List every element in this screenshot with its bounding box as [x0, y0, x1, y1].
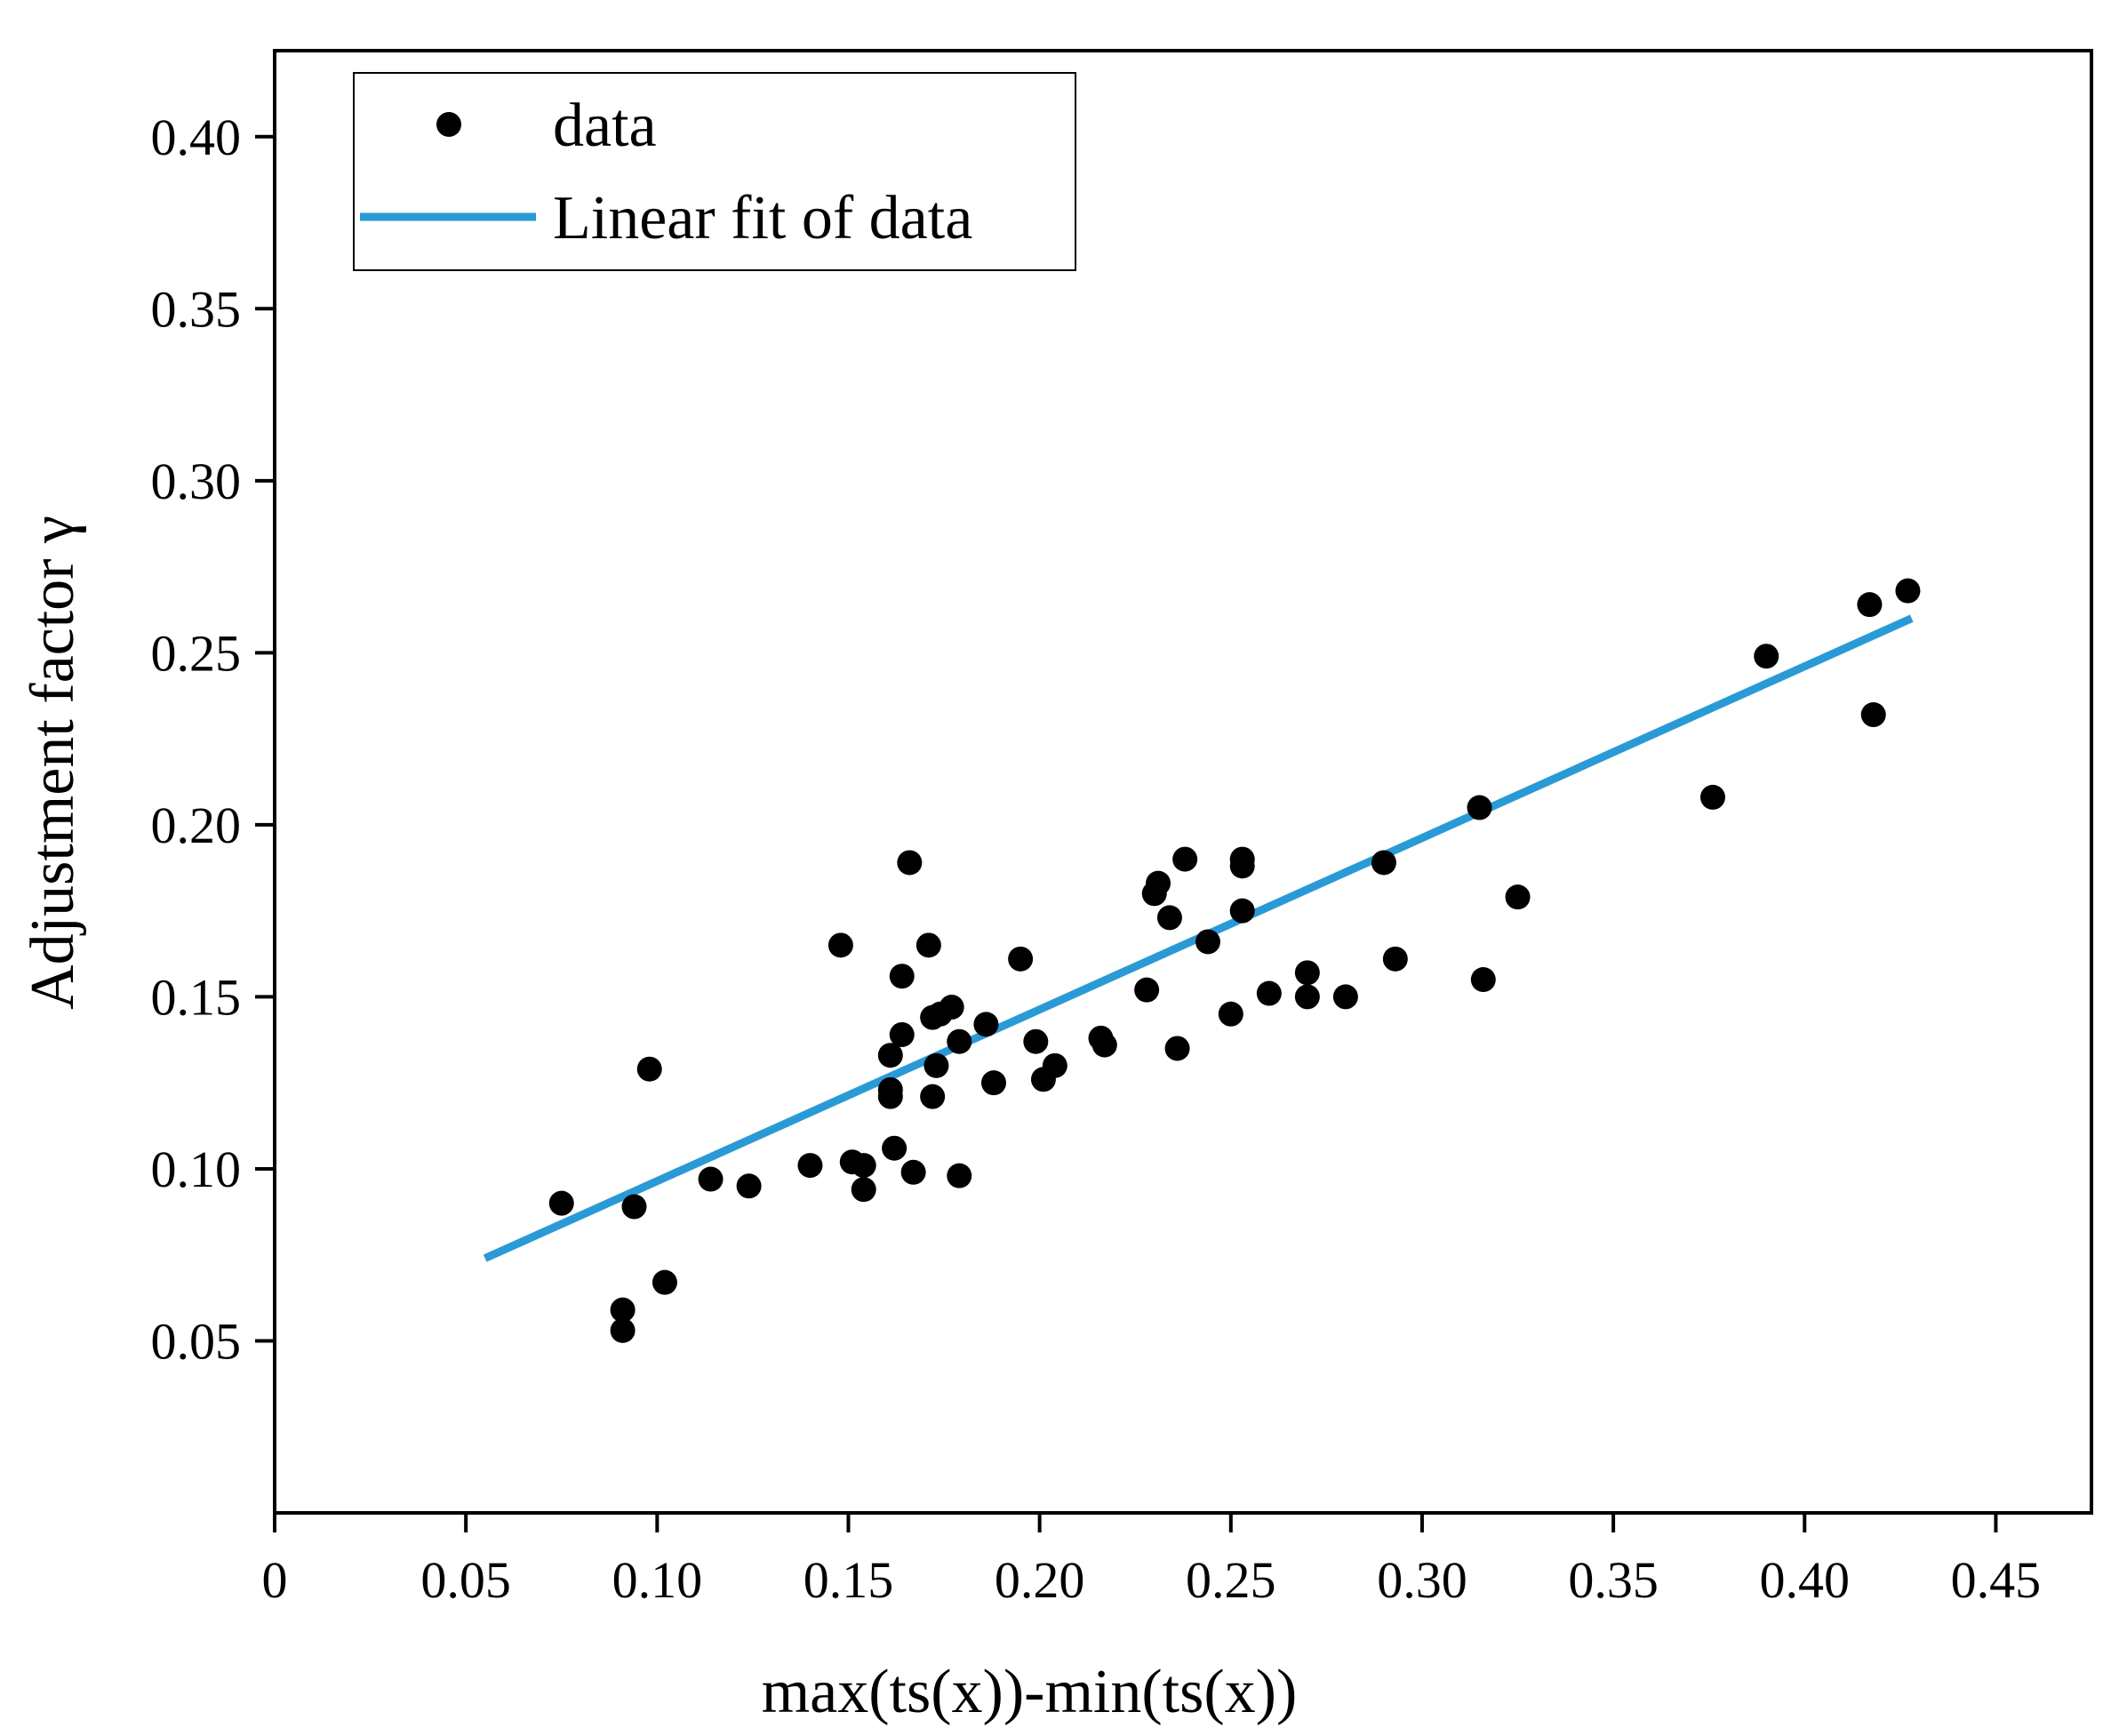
data-point: [1008, 946, 1034, 972]
data-point: [1505, 884, 1531, 910]
data-point: [1195, 929, 1220, 955]
data-point: [1371, 850, 1396, 876]
y-tick-label: 0.10: [151, 1140, 242, 1198]
data-point: [877, 1084, 903, 1109]
y-tick-label: 0.05: [151, 1312, 242, 1370]
data-point: [548, 1190, 574, 1216]
data-point: [736, 1173, 762, 1199]
data-point: [698, 1166, 724, 1192]
data-point: [920, 1084, 946, 1109]
data-point: [980, 1070, 1006, 1096]
x-tick-label: 0.10: [612, 1551, 703, 1609]
data-points-layer: [548, 578, 1921, 1343]
data-point: [1023, 1028, 1049, 1054]
plot-frame: [273, 49, 2093, 1515]
x-axis-title: max(ts(x))-min(ts(x)): [762, 1658, 1298, 1726]
data-point: [947, 1163, 972, 1188]
y-tick-label: 0.40: [151, 108, 242, 166]
data-point: [947, 1028, 972, 1054]
data-point: [973, 1012, 999, 1037]
data-point: [1156, 905, 1182, 931]
x-tick-label: 0.25: [1186, 1551, 1276, 1609]
plot-border: [273, 49, 2093, 1515]
data-point: [889, 964, 915, 989]
data-point: [1229, 853, 1255, 879]
legend-label-data: data: [553, 92, 657, 160]
data-point: [1332, 984, 1358, 1010]
data-point: [1218, 1001, 1243, 1027]
data-point: [924, 1052, 949, 1078]
data-point: [1699, 784, 1725, 810]
data-point: [828, 932, 853, 958]
data-point: [1164, 1036, 1190, 1061]
y-axis-title: Adjustment factor γ: [19, 516, 87, 1010]
data-point: [897, 850, 923, 876]
data-point: [621, 1194, 647, 1220]
data-point: [1754, 644, 1779, 669]
y-axis-ticks: 0.05 0.10 0.15 0.20 0.25 0.30 0.35 0.40: [151, 108, 275, 1370]
data-point: [1857, 592, 1883, 618]
x-tick-label: 0.30: [1377, 1551, 1467, 1609]
x-axis-ticks: 0 0.05 0.10 0.15 0.20 0.25 0.30 0.35 0.40 0.45: [262, 1513, 2042, 1609]
y-tick-label: 0.15: [151, 968, 242, 1026]
data-point: [1382, 946, 1408, 972]
data-point: [1146, 870, 1171, 896]
data-point: [1470, 967, 1496, 993]
data-point: [916, 932, 941, 958]
data-point: [900, 1159, 926, 1185]
y-tick-label: 0.20: [151, 796, 242, 854]
x-tick-label: 0.40: [1760, 1551, 1851, 1609]
data-point: [1467, 795, 1492, 820]
data-point: [610, 1297, 636, 1323]
data-point: [851, 1153, 876, 1179]
y-tick-label: 0.35: [151, 280, 242, 338]
legend-label-fit: Linear fit of data: [553, 184, 972, 252]
x-tick-label: 0.05: [420, 1551, 511, 1609]
x-tick-label: 0.35: [1568, 1551, 1659, 1609]
legend-box: [353, 72, 1076, 271]
data-point: [1091, 1032, 1117, 1058]
data-point: [877, 1043, 903, 1068]
y-tick-label: 0.25: [151, 624, 242, 682]
x-tick-label: 0: [262, 1551, 288, 1609]
data-point: [1294, 984, 1320, 1010]
data-point: [1895, 578, 1921, 604]
data-point: [1229, 898, 1255, 924]
data-point: [1134, 977, 1160, 1003]
data-point: [1294, 960, 1320, 986]
data-point: [652, 1269, 677, 1295]
legend: data Linear fit of data: [353, 72, 1076, 271]
data-point: [636, 1056, 662, 1082]
data-point: [1172, 846, 1198, 872]
data-point: [889, 1021, 915, 1047]
data-point: [1042, 1052, 1067, 1078]
data-point: [1860, 702, 1886, 728]
y-tick-label: 0.30: [151, 452, 242, 510]
data-point: [610, 1317, 636, 1343]
data-point: [882, 1135, 908, 1161]
data-point: [1256, 980, 1282, 1006]
data-point: [939, 995, 964, 1020]
x-tick-label: 0.45: [1951, 1551, 2042, 1609]
x-tick-label: 0.20: [995, 1551, 1085, 1609]
x-tick-label: 0.15: [804, 1551, 894, 1609]
data-point: [797, 1153, 823, 1179]
data-point: [851, 1177, 876, 1203]
legend-marker-icon: [436, 112, 461, 137]
